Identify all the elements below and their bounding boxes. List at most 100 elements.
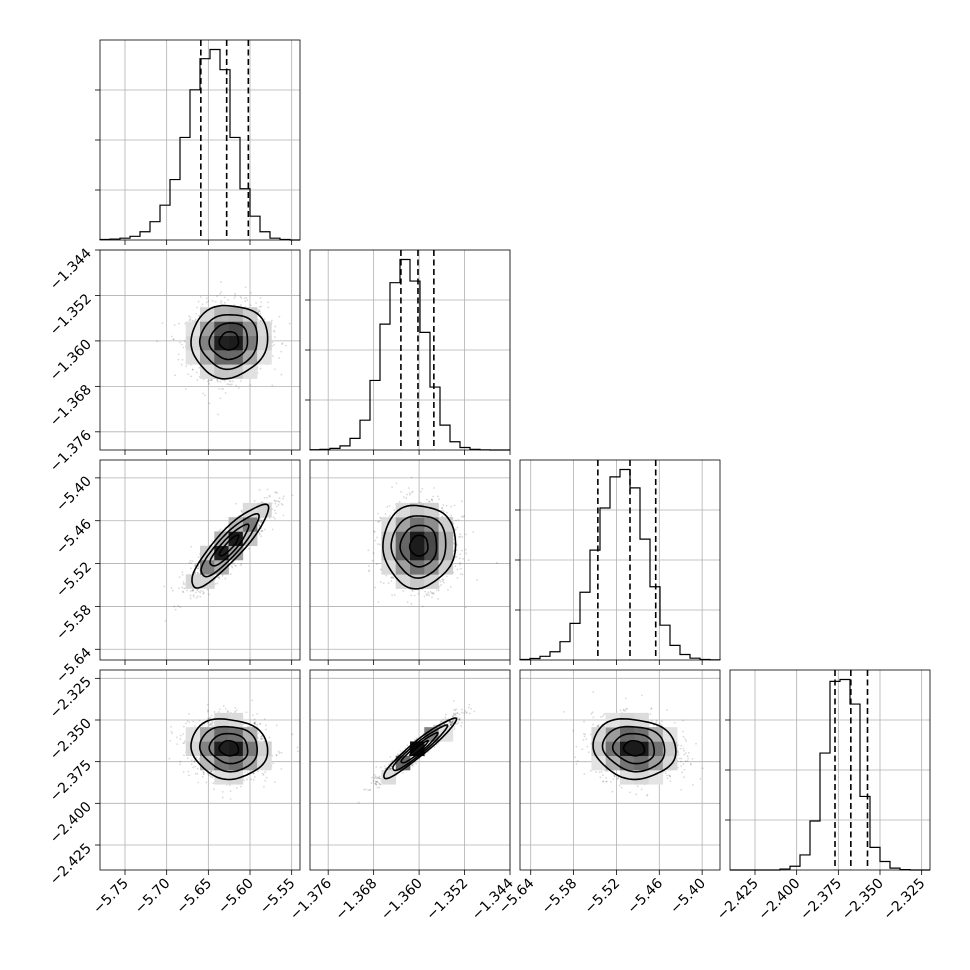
sample-point: [396, 753, 399, 756]
sample-point: [213, 710, 216, 713]
sample-point: [186, 589, 189, 592]
sample-point: [563, 710, 566, 713]
sample-point: [230, 565, 233, 568]
sample-point: [263, 785, 265, 788]
sample-point: [208, 774, 210, 777]
sample-point: [455, 528, 457, 531]
sample-point: [219, 280, 222, 283]
density-cell: [185, 574, 201, 589]
sample-point: [454, 565, 457, 568]
sample-point: [600, 770, 603, 773]
density-cell: [395, 517, 411, 532]
sample-point: [442, 578, 445, 581]
sample-point: [425, 593, 428, 595]
sample-point: [596, 725, 599, 727]
sample-point: [266, 496, 268, 499]
contour-level-1: [399, 524, 438, 568]
sample-point: [196, 571, 199, 574]
sample-point: [590, 712, 593, 715]
sample-point: [636, 785, 639, 788]
sample-point: [226, 710, 229, 712]
sample-point: [258, 310, 260, 313]
sample-point: [209, 716, 212, 719]
sample-point: [202, 392, 204, 395]
sample-point: [257, 318, 259, 321]
panel-frame: [729, 669, 931, 871]
sample-point: [194, 318, 197, 321]
sample-point: [472, 530, 475, 533]
sample-point: [619, 709, 622, 712]
y-tick-label: −2.375: [47, 757, 95, 805]
sample-point: [440, 583, 442, 586]
sample-point: [211, 776, 214, 779]
sample-point: [232, 562, 235, 565]
sample-point: [405, 497, 408, 499]
sample-point: [461, 708, 463, 711]
sample-point: [375, 781, 378, 783]
sample-point: [602, 774, 604, 777]
sample-point: [182, 346, 185, 349]
sample-point: [370, 782, 373, 785]
sample-point: [410, 594, 413, 597]
sample-point: [452, 719, 455, 721]
sample-point: [452, 712, 455, 715]
panel-frame: [99, 249, 301, 451]
sample-point: [192, 766, 195, 769]
histogram-3: [730, 678, 930, 871]
sample-point: [186, 757, 189, 760]
sample-point: [376, 776, 378, 779]
sample-point: [170, 587, 173, 589]
sample-point: [179, 763, 181, 766]
sample-point: [374, 782, 377, 785]
sample-point: [391, 594, 393, 597]
sample-point: [182, 591, 185, 594]
contour-level-1: [208, 322, 249, 361]
sample-point: [260, 320, 262, 322]
sample-point: [458, 718, 461, 721]
sample-point: [190, 545, 193, 548]
sample-point: [379, 777, 382, 780]
sample-point: [468, 712, 471, 715]
sample-point: [234, 710, 237, 713]
sample-point: [453, 708, 455, 711]
density-cell: [591, 755, 607, 771]
sample-point: [683, 768, 686, 771]
density-cell: [228, 335, 244, 351]
density-cell: [620, 770, 635, 785]
sample-point: [240, 563, 243, 565]
sample-point: [235, 709, 238, 712]
sample-point: [459, 553, 462, 556]
sample-point: [450, 724, 452, 727]
sample-point: [190, 763, 193, 766]
sample-point: [186, 720, 189, 722]
sample-point: [244, 300, 247, 303]
sample-point: [449, 720, 452, 723]
sample-point: [574, 756, 577, 759]
sample-point: [666, 709, 669, 711]
sample-point: [465, 711, 468, 714]
sample-point: [454, 713, 456, 716]
sample-point: [275, 505, 278, 508]
sample-point: [462, 516, 464, 518]
sample-point: [592, 691, 595, 694]
sample-point: [208, 593, 210, 596]
sample-point: [449, 724, 452, 727]
sample-point: [431, 596, 433, 599]
sample-point: [378, 520, 381, 523]
sample-point: [449, 723, 452, 726]
sample-point: [170, 335, 173, 338]
sample-point: [181, 590, 184, 593]
sample-point: [384, 767, 387, 770]
sample-point: [207, 718, 210, 720]
sample-point: [214, 300, 217, 303]
sample-point: [259, 296, 262, 299]
sample-point: [684, 738, 687, 740]
sample-point: [456, 576, 459, 579]
sample-point: [237, 387, 240, 389]
density-cell: [257, 350, 272, 365]
sample-point: [438, 498, 440, 501]
sample-point: [668, 774, 671, 777]
contour-level-2: [198, 314, 258, 371]
sample-point: [280, 503, 283, 505]
sample-point: [380, 766, 382, 769]
